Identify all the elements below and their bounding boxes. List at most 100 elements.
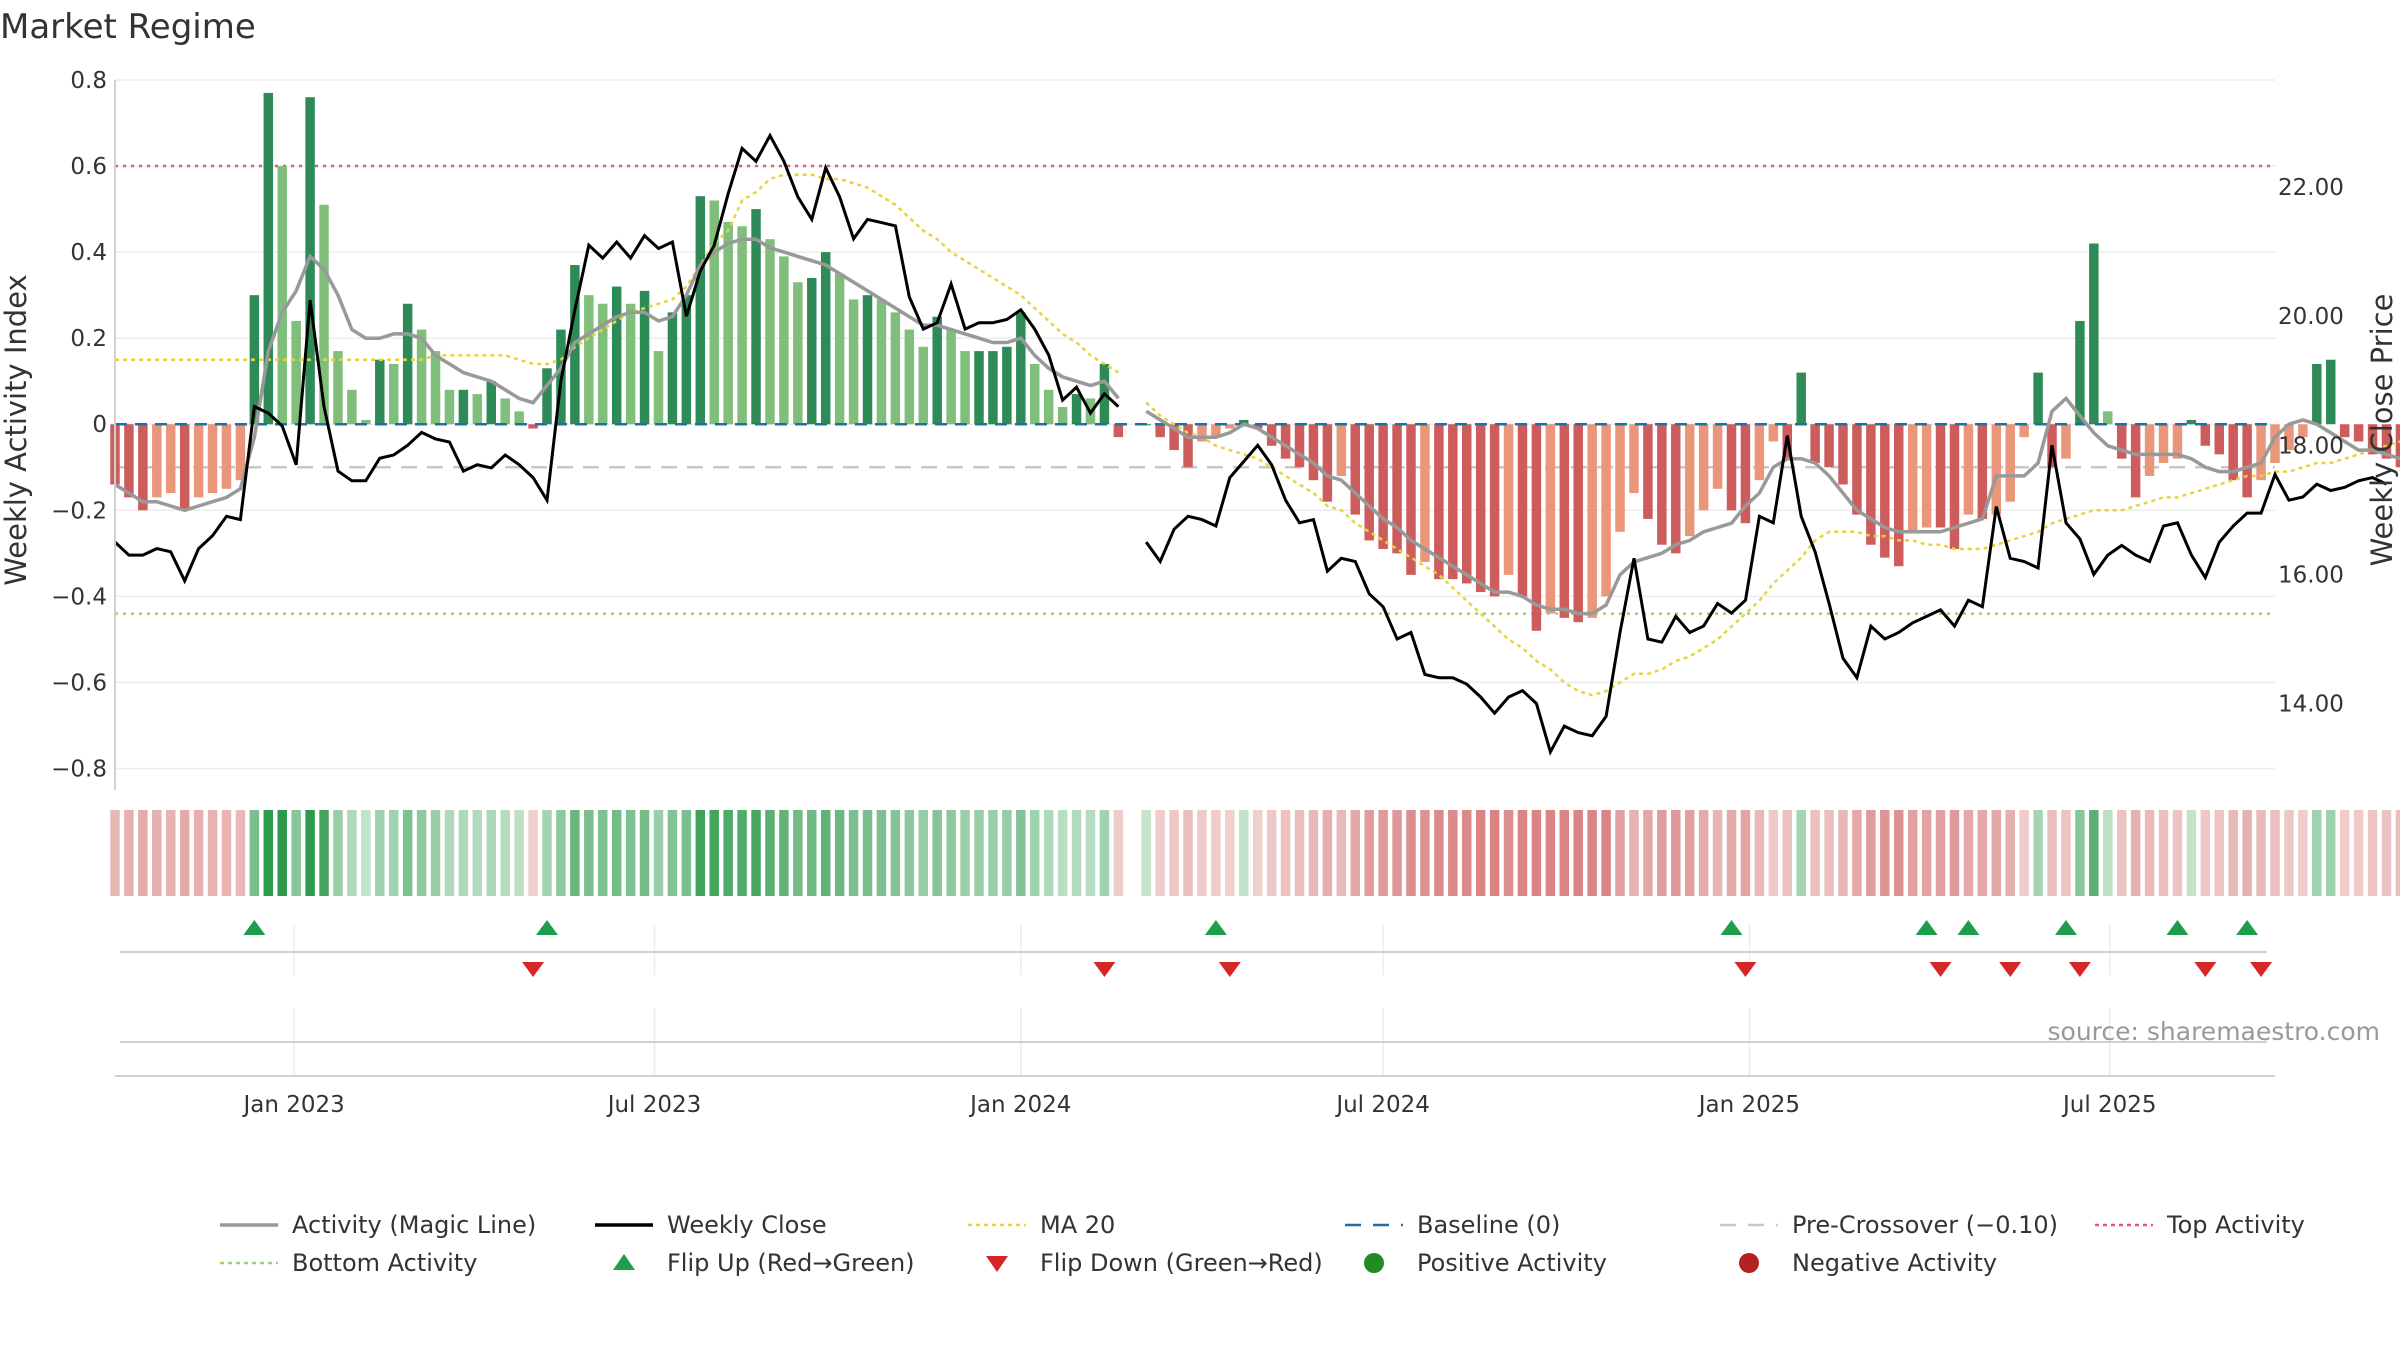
activity-bar <box>1308 424 1319 481</box>
regime-cell <box>1350 810 1360 896</box>
activity-bar <box>472 394 483 425</box>
activity-bar <box>695 196 706 425</box>
regime-cell <box>1782 810 1792 896</box>
activity-bar <box>1531 424 1542 631</box>
regime-cell <box>807 810 817 896</box>
activity-bar <box>1434 424 1444 580</box>
regime-cell <box>1475 810 1486 896</box>
regime-cell <box>1963 810 1974 896</box>
activity-bar <box>1977 424 1988 519</box>
activity-bar <box>152 424 162 498</box>
regime-cell <box>2116 810 2127 896</box>
regime-cell <box>1448 810 1458 896</box>
regime-cell <box>974 810 984 896</box>
flip-up-marker <box>1720 920 1743 935</box>
activity-bar <box>1462 424 1472 584</box>
regime-cell <box>1949 810 1960 896</box>
activity-bar <box>667 312 678 425</box>
regime-cell <box>1657 810 1667 896</box>
regime-cell <box>570 810 580 896</box>
activity-bar <box>1225 424 1235 429</box>
regime-cell <box>152 810 162 896</box>
activity-bar <box>2284 424 2294 451</box>
flip-up-marker <box>2166 920 2189 935</box>
activity-bar <box>1852 424 1862 515</box>
legend-label: Flip Down (Green→Red) <box>1040 1249 1323 1277</box>
activity-bar <box>1726 424 1737 511</box>
regime-cell <box>779 810 789 896</box>
activity-bar <box>2367 424 2378 455</box>
flip-markers <box>243 920 2273 977</box>
regime-cell <box>1002 810 1012 896</box>
activity-bars <box>110 92 2400 631</box>
regime-cell <box>249 810 260 896</box>
regime-cell <box>1615 810 1625 896</box>
regime-cell <box>695 810 706 896</box>
legend-item: Negative Activity <box>1739 1249 1997 1277</box>
activity-bar <box>751 209 761 425</box>
regime-cell <box>1991 810 2002 896</box>
left-tick-label: 0.8 <box>70 68 107 94</box>
regime-cell <box>1420 810 1430 896</box>
regime-cell <box>361 810 371 896</box>
flip-up-marker <box>1915 920 1938 935</box>
flip-down-marker <box>522 962 545 977</box>
activity-bar <box>862 295 873 425</box>
activity-bar <box>361 419 371 425</box>
regime-cell <box>2172 810 2183 896</box>
x-tick-label: Jan 2024 <box>968 1092 1071 1118</box>
activity-bar <box>1866 424 1876 545</box>
activity-bar <box>138 424 148 511</box>
activity-bar <box>1963 424 1974 515</box>
flip-down-marker <box>1999 962 2022 977</box>
activity-bar <box>946 329 956 425</box>
legend-label: Weekly Close <box>667 1211 827 1239</box>
regime-cell <box>1169 810 1179 896</box>
activity-bar <box>918 346 928 425</box>
flip-down-marker <box>1218 962 1241 977</box>
regime-cell <box>556 810 566 896</box>
legend-swatch <box>1364 1253 1384 1273</box>
regime-cell <box>1099 810 1110 896</box>
activity-bar <box>1517 424 1528 597</box>
legend-label: Top Activity <box>2166 1211 2305 1239</box>
regime-cell <box>2326 810 2336 896</box>
regime-cell <box>2061 810 2071 896</box>
regime-cell <box>333 810 343 896</box>
regime-cell <box>2312 810 2322 896</box>
regime-cell <box>375 810 385 896</box>
regime-cell <box>2144 810 2155 896</box>
legend-label: Bottom Activity <box>292 1249 477 1277</box>
regime-cell <box>1810 810 1820 896</box>
grid-layer <box>115 79 2275 1075</box>
regime-cell <box>1378 810 1388 896</box>
regime-cell <box>862 810 873 896</box>
regime-cell <box>598 810 608 896</box>
activity-bar <box>347 389 357 425</box>
regime-cell <box>1294 810 1305 896</box>
activity-bar <box>1587 424 1597 618</box>
regime-cell <box>305 810 315 896</box>
activity-bar <box>932 316 942 425</box>
activity-bar <box>1364 424 1374 541</box>
regime-cell <box>514 810 524 896</box>
activity-bar <box>709 200 719 425</box>
regime-cell <box>1559 810 1570 896</box>
regime-cell <box>988 810 998 896</box>
regime-cell <box>1712 810 1723 896</box>
activity-bar <box>834 273 845 425</box>
regime-cell <box>1406 810 1416 896</box>
regime-cell <box>709 810 719 896</box>
regime-cell <box>2395 810 2400 896</box>
activity-bar <box>876 299 887 425</box>
axes: −0.8 −0.6 −0.4 −0.2 0 0.2 0.4 0.6 0.8 14.00 16.00 1… <box>51 68 2344 1118</box>
regime-cell <box>2242 810 2252 896</box>
regime-cell <box>1030 810 1040 896</box>
regime-cell <box>2089 810 2099 896</box>
regime-cell <box>1183 810 1193 896</box>
regime-cell <box>1894 810 1904 896</box>
regime-cell <box>918 810 928 896</box>
regime-cell <box>1573 810 1583 896</box>
activity-bar <box>1935 424 1946 528</box>
